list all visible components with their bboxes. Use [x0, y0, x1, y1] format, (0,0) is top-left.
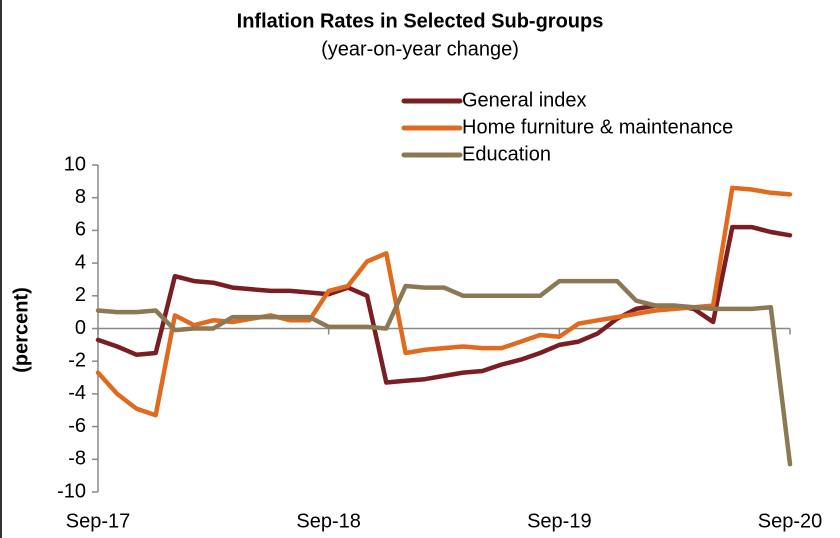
y-tick-label: 6 [75, 219, 86, 241]
y-tick-label: -8 [68, 448, 86, 470]
y-tick-label: -6 [68, 415, 86, 437]
x-tick-label: Sep-18 [296, 510, 361, 532]
series-line [95, 278, 793, 467]
series-line [95, 185, 793, 418]
y-tick-label: -10 [57, 480, 86, 502]
x-tick-label: Sep-19 [527, 510, 592, 532]
legend-label: Home furniture & maintenance [462, 116, 733, 138]
y-tick-label: -4 [68, 382, 86, 404]
x-tick-label: Sep-17 [66, 510, 131, 532]
y-tick-label: 0 [75, 317, 86, 339]
chart-subtitle: (year-on-year change) [321, 38, 519, 60]
legend-label: General index [462, 89, 587, 111]
x-tick-label: Sep-20 [758, 510, 823, 532]
y-axis-label: (percent) [10, 287, 32, 373]
y-tick-label: -2 [68, 349, 86, 371]
legend-label: Education [462, 143, 551, 165]
y-tick-label: 4 [75, 251, 86, 273]
y-tick-label: 10 [64, 153, 86, 175]
y-tick-label: 8 [75, 186, 86, 208]
chart-title: Inflation Rates in Selected Sub-groups [237, 10, 604, 32]
y-tick-label: 2 [75, 284, 86, 306]
